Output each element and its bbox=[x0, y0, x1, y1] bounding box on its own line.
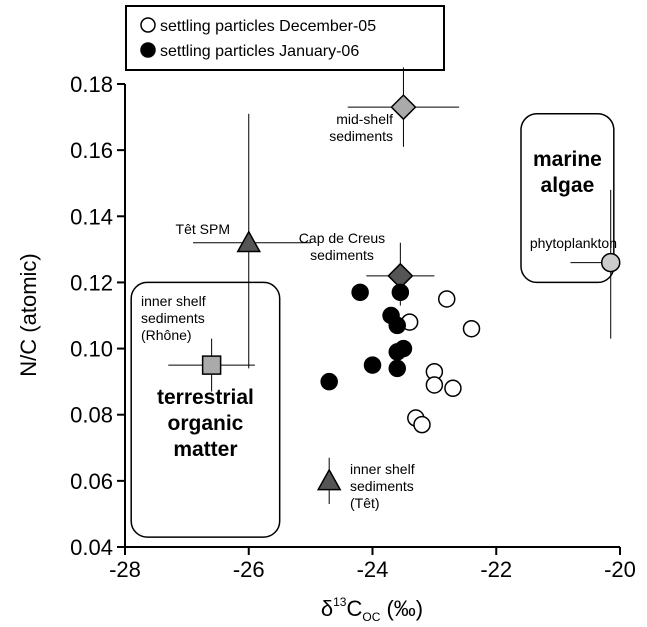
region-label: marine bbox=[533, 148, 602, 171]
inner-shelf-sediments-rh-ne-marker bbox=[201, 355, 222, 375]
x-axis-title-unit: (‰) bbox=[380, 596, 423, 621]
annotation-mid-shelf-sediments: sediments bbox=[329, 128, 393, 144]
endmembers bbox=[168, 67, 621, 505]
annotation-mid-shelf-sediments: mid-shelf bbox=[336, 111, 393, 127]
point-january bbox=[382, 306, 400, 325]
y-tick-label: 0.04 bbox=[70, 535, 113, 560]
point-december bbox=[444, 379, 462, 398]
legend-entry-december: settling particles December-05 bbox=[160, 18, 376, 35]
annotation-inner-shelf-sediments-rh-ne: inner shelf bbox=[141, 293, 206, 309]
point-january bbox=[320, 372, 338, 391]
inner-shelf-sediments-t-t-marker bbox=[316, 468, 342, 491]
regions: terrestrial organic matter marine algae bbox=[130, 113, 615, 538]
point-january bbox=[391, 283, 410, 302]
annotation-inner-shelf-sediments-t-t: (Têt) bbox=[350, 495, 380, 511]
y-ticks: 0.04 0.06 0.08 0.10 0.12 0.14 0.16 0.18 bbox=[70, 72, 125, 560]
x-tick-label: -28 bbox=[109, 557, 141, 582]
t-t-spm-marker bbox=[236, 230, 262, 253]
y-tick-label: 0.12 bbox=[70, 270, 113, 295]
x-tick-label: -20 bbox=[604, 557, 636, 582]
x-tick-label: -22 bbox=[480, 557, 512, 582]
x-axis-title: δ13COC (‰) bbox=[321, 595, 423, 624]
point-january bbox=[363, 356, 382, 374]
x-tick-label: -24 bbox=[357, 557, 389, 582]
annotation-t-t-spm: Têt SPM bbox=[176, 221, 230, 237]
y-tick-label: 0.18 bbox=[70, 72, 113, 97]
region-label: algae bbox=[541, 174, 595, 197]
x-ticks: -28 -26 -24 -22 -20 bbox=[109, 547, 636, 582]
annotation-inner-shelf-sediments-t-t: sediments bbox=[350, 478, 414, 494]
annotation-cap-de-creus-sediments: Cap de Creus bbox=[299, 230, 385, 246]
legend-box bbox=[125, 5, 445, 71]
point-december bbox=[438, 290, 456, 308]
region-label: matter bbox=[173, 438, 237, 461]
annotation-phytoplankton: phytoplankton bbox=[530, 235, 617, 251]
phytoplankton-marker bbox=[600, 252, 621, 273]
y-tick-label: 0.16 bbox=[70, 138, 113, 163]
x-tick-label: -26 bbox=[233, 557, 265, 582]
x-axis-title-subscript: OC bbox=[362, 610, 380, 624]
y-tick-label: 0.08 bbox=[70, 403, 113, 428]
annotation-inner-shelf-sediments-t-t: inner shelf bbox=[350, 461, 415, 477]
annotation-cap-de-creus-sediments: sediments bbox=[310, 247, 374, 263]
annotation-inner-shelf-sediments-rh-ne: (Rhône) bbox=[141, 327, 192, 343]
point-january bbox=[351, 283, 369, 302]
y-axis-title: N/C (atomic) bbox=[16, 253, 41, 376]
region-box-marine-algae bbox=[520, 113, 615, 284]
mid-shelf-sediments-marker bbox=[390, 94, 417, 121]
legend-entry-january: settling particles January-06 bbox=[160, 43, 359, 60]
x-axis-title-superscript: 13 bbox=[333, 595, 347, 609]
point-december bbox=[425, 376, 444, 394]
y-tick-label: 0.14 bbox=[70, 204, 113, 229]
point-december bbox=[413, 415, 431, 434]
legend: settling particles December-05 settling … bbox=[125, 5, 445, 71]
region-label: organic bbox=[168, 412, 244, 435]
point-january bbox=[394, 339, 413, 358]
region-box-terrestrial-organic-matter bbox=[130, 281, 281, 538]
x-axis-title-main: C bbox=[346, 596, 362, 621]
data-points bbox=[320, 283, 481, 434]
annotation-inner-shelf-sediments-rh-ne: sediments bbox=[141, 310, 205, 326]
region-label: terrestrial bbox=[157, 386, 254, 409]
legend-open-circle-marker bbox=[140, 17, 156, 33]
legend-filled-circle-marker bbox=[140, 42, 156, 58]
point-december bbox=[462, 319, 481, 338]
y-tick-label: 0.10 bbox=[70, 337, 113, 362]
y-tick-label: 0.06 bbox=[70, 469, 113, 494]
x-axis-title-delta: δ bbox=[321, 596, 333, 621]
point-january bbox=[388, 359, 406, 378]
